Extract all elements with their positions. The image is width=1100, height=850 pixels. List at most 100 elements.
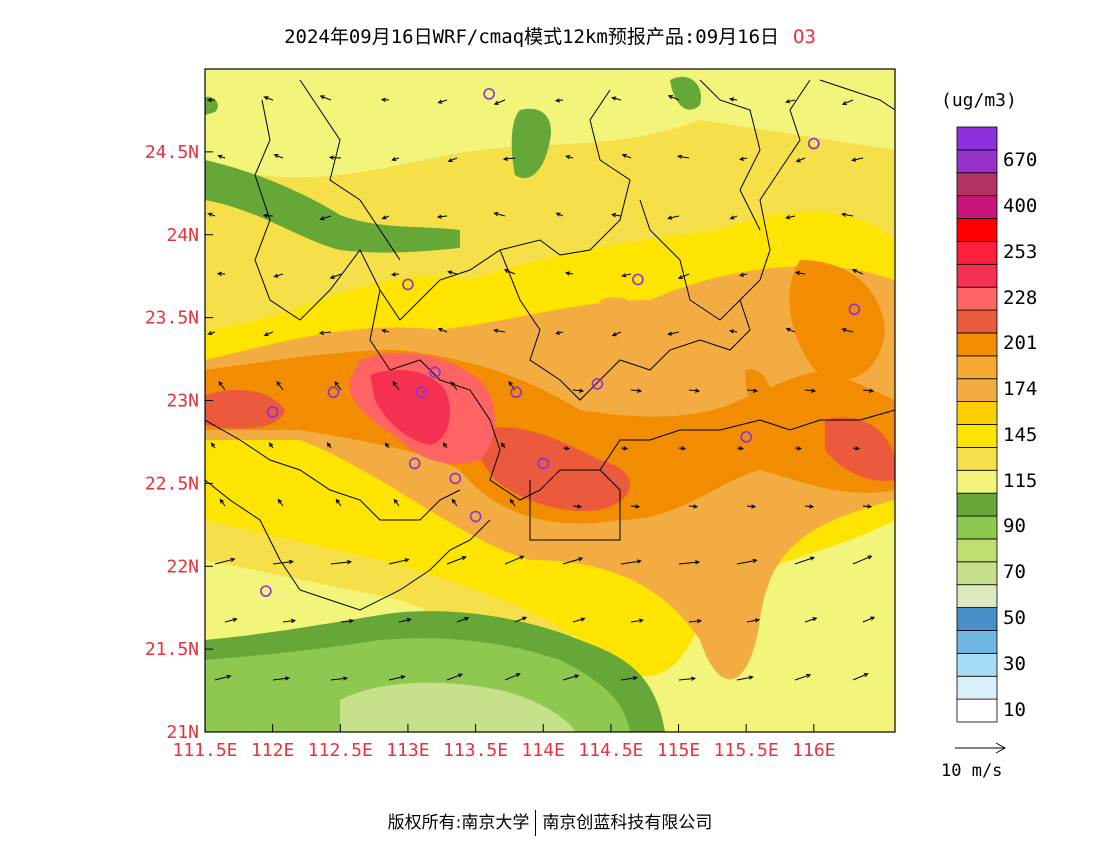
colorbar-swatch bbox=[956, 378, 998, 403]
colorbar-label: 400 bbox=[1003, 195, 1038, 218]
wind-arrow bbox=[451, 498, 458, 507]
wind-arrow bbox=[667, 215, 680, 220]
wind-arrow bbox=[565, 154, 574, 160]
wind-arrow bbox=[273, 273, 284, 278]
lon-tick-label: 115.5E bbox=[714, 740, 779, 761]
wind-arrow bbox=[667, 331, 680, 336]
wind-arrow bbox=[447, 270, 458, 275]
wind-arrow bbox=[398, 617, 412, 623]
wind-arrow bbox=[630, 618, 644, 623]
wind-arrow bbox=[862, 504, 873, 509]
wind-arrow bbox=[852, 555, 873, 565]
title-species: O3 bbox=[793, 26, 816, 48]
wind-arrow bbox=[493, 99, 506, 105]
wind-arrow bbox=[678, 676, 697, 681]
wind-arrow bbox=[390, 272, 400, 277]
wind-arrow bbox=[392, 380, 400, 391]
wind-arrow bbox=[728, 329, 738, 334]
wind-arrow bbox=[728, 97, 738, 102]
wind-arrow bbox=[736, 558, 758, 565]
colorbar-swatch bbox=[956, 218, 998, 242]
station-marker bbox=[408, 457, 421, 470]
colorbar-swatch bbox=[956, 332, 998, 357]
wind-arrow bbox=[446, 556, 467, 565]
station-marker bbox=[537, 457, 550, 470]
colorbar-label: 10 bbox=[1003, 698, 1026, 721]
wind-arrow bbox=[610, 212, 622, 218]
colorbar-label: 174 bbox=[1003, 378, 1038, 401]
wind-arrow bbox=[841, 212, 854, 217]
wind-arrow bbox=[795, 157, 806, 163]
wind-arrow bbox=[794, 673, 812, 681]
station-marker bbox=[429, 366, 441, 379]
chart-title: 2024年09月16日WRF/cmaq模式12km预报产品:09月16日 O3 bbox=[0, 22, 1100, 49]
colorbar-swatch bbox=[956, 172, 998, 197]
lat-tick-label: 23N bbox=[166, 391, 199, 412]
wind-arrow bbox=[562, 674, 580, 681]
station-marker bbox=[402, 278, 414, 291]
station-marker bbox=[632, 273, 644, 286]
colorbar-label: 670 bbox=[1003, 149, 1038, 172]
station-marker bbox=[483, 88, 495, 100]
wind-arrow bbox=[564, 271, 574, 276]
colorbar-unit: (ug/m3) bbox=[941, 90, 1017, 111]
colorbar-label: 70 bbox=[1003, 561, 1026, 584]
colorbar-swatch bbox=[956, 263, 998, 288]
wind-arrow bbox=[216, 271, 226, 276]
monitoring-stations bbox=[260, 88, 861, 597]
wind-arrow bbox=[746, 618, 760, 623]
wind-arrow bbox=[667, 95, 680, 101]
wind-arrow bbox=[739, 272, 748, 277]
wind-arrow bbox=[678, 446, 687, 451]
wind-arrow bbox=[804, 617, 818, 623]
wind-arrow bbox=[217, 154, 226, 159]
colorbar-swatch bbox=[956, 698, 998, 723]
wind-arrow bbox=[500, 442, 506, 449]
wind-arrow bbox=[381, 328, 390, 334]
wind-arrow bbox=[572, 504, 583, 509]
wind-arrow bbox=[393, 498, 400, 507]
wind-arrow bbox=[678, 560, 701, 565]
wind-arrow bbox=[442, 442, 448, 449]
colorbar-label: 90 bbox=[1003, 515, 1026, 538]
wind-arrow bbox=[851, 157, 864, 162]
copyright-right: 南京创蓝科技有限公司 bbox=[542, 813, 713, 833]
lat-tick-label: 24N bbox=[166, 225, 199, 246]
wind-arrow bbox=[677, 154, 690, 159]
station-marker bbox=[740, 431, 752, 443]
colorbar-label: 228 bbox=[1003, 286, 1038, 309]
wind-arrow bbox=[804, 388, 817, 393]
wind-arrow bbox=[328, 155, 342, 160]
wind-arrow bbox=[391, 156, 400, 162]
wind-arrow bbox=[562, 446, 571, 451]
colorbar-label: 115 bbox=[1003, 469, 1038, 492]
wind-arrow bbox=[502, 156, 516, 162]
colorbar-swatch bbox=[956, 401, 998, 425]
wind-arrow bbox=[493, 328, 506, 333]
wind-arrow bbox=[273, 153, 284, 159]
lat-tick-label: 21.5N bbox=[145, 639, 199, 660]
colorbar-swatch bbox=[956, 561, 998, 586]
wind-arrow bbox=[436, 214, 448, 219]
wind-arrow bbox=[319, 215, 332, 221]
colorbar-label: 50 bbox=[1003, 607, 1026, 630]
lon-tick-label: 116E bbox=[792, 740, 835, 761]
colorbar-swatch bbox=[956, 515, 998, 540]
lon-tick-label: 113E bbox=[386, 740, 429, 761]
wind-arrow bbox=[504, 673, 521, 681]
colorbar-swatch bbox=[956, 607, 998, 631]
colorbar-swatch bbox=[956, 355, 998, 380]
wind-arrow bbox=[746, 388, 759, 393]
wind-arrow bbox=[736, 446, 745, 451]
wind-arrow bbox=[214, 557, 236, 565]
wind-reference-label: 10 m/s bbox=[941, 761, 1003, 781]
wind-arrow bbox=[562, 557, 584, 565]
wind-arrow bbox=[218, 380, 226, 391]
wind-arrow bbox=[611, 331, 622, 337]
wind-arrow bbox=[503, 269, 516, 275]
wind-arrow bbox=[504, 555, 525, 565]
colorbar-swatch bbox=[956, 469, 998, 494]
lat-tick-label: 21N bbox=[166, 722, 199, 743]
wind-arrow bbox=[509, 498, 516, 507]
wind-arrow bbox=[688, 388, 701, 393]
